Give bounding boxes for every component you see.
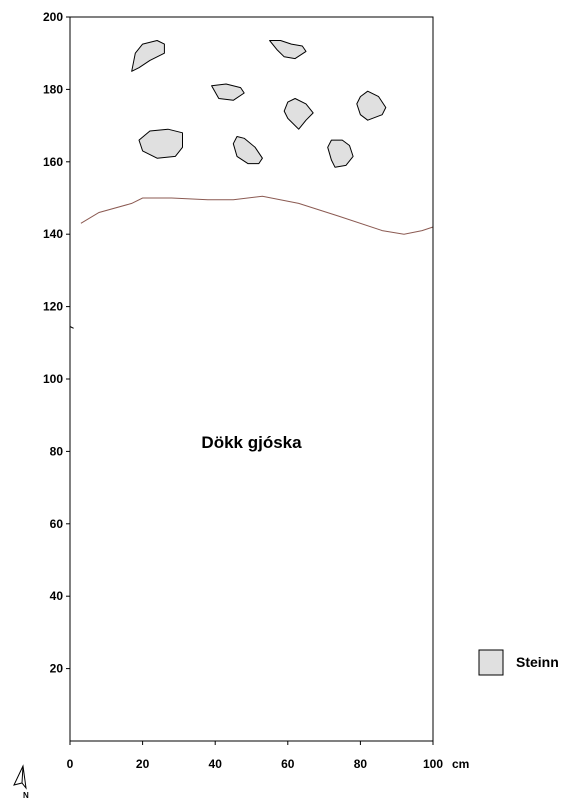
x-tick-label: 80	[354, 757, 368, 771]
x-tick-label: 0	[67, 757, 74, 771]
stone	[211, 83, 245, 101]
legend-label-stone: Steinn	[516, 654, 559, 670]
left-edge-mark	[69, 326, 74, 329]
stone	[138, 128, 183, 159]
layer-boundary-line	[80, 195, 434, 235]
stone	[131, 40, 165, 72]
legend-swatch-stone	[478, 649, 504, 676]
x-tick-label: 20	[136, 757, 150, 771]
x-tick-label: 40	[209, 757, 223, 771]
y-tick-label: 200	[43, 10, 63, 24]
x-axis-ticks: 0 20 40 60 80 100	[67, 741, 443, 771]
y-tick-label: 60	[50, 517, 64, 531]
y-axis-ticks: 20 40 60 80 100 120 140 160 180 200	[43, 10, 70, 676]
y-tick-label: 120	[43, 300, 63, 314]
profile-frame	[69, 16, 434, 742]
y-tick-label: 160	[43, 155, 63, 169]
y-tick-label: 80	[50, 444, 64, 458]
y-tick-label: 140	[43, 227, 63, 241]
y-tick-label: 180	[43, 82, 63, 96]
y-tick-label: 40	[50, 589, 64, 603]
stone	[356, 90, 387, 121]
x-tick-label: 100	[423, 757, 443, 771]
legend: Steinn	[478, 649, 559, 676]
stones	[131, 40, 387, 168]
y-tick-label: 100	[43, 372, 63, 386]
stone	[269, 40, 307, 60]
north-arrow-icon: N	[13, 764, 29, 800]
stone	[283, 98, 314, 130]
stone	[232, 136, 263, 165]
x-tick-label: 60	[281, 757, 295, 771]
layer-label: Dökk gjóska	[201, 433, 302, 452]
x-axis-unit: cm	[452, 757, 469, 771]
north-arrow-label: N	[23, 791, 29, 800]
stone	[327, 139, 354, 168]
y-tick-label: 20	[50, 662, 64, 676]
